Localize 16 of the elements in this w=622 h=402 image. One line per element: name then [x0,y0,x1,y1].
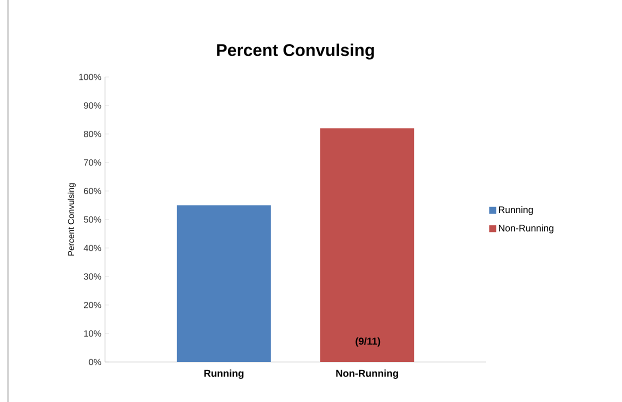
legend-label: Non-Running [498,224,554,234]
y-tick-label: 70% [84,159,102,166]
annotation: (9/11) [356,337,380,347]
y-tick-label: 30% [84,273,102,280]
y-tick-label: 50% [84,216,102,223]
y-tick-label: 0% [88,358,102,366]
y-tick-label: 40% [84,244,102,252]
y-axis-title: Percent Convulsing [68,183,76,256]
y-tick-label: 100% [79,74,102,80]
y-tick-label: 20% [84,302,102,308]
y-tick-label: 80% [84,130,102,138]
y-tick-label: 10% [84,330,102,337]
legend-label: Running [498,206,533,215]
y-tick-label: 60% [84,188,102,194]
y-tick-label: 90% [84,102,102,109]
chart-title: Percent Convulsing [217,44,374,60]
